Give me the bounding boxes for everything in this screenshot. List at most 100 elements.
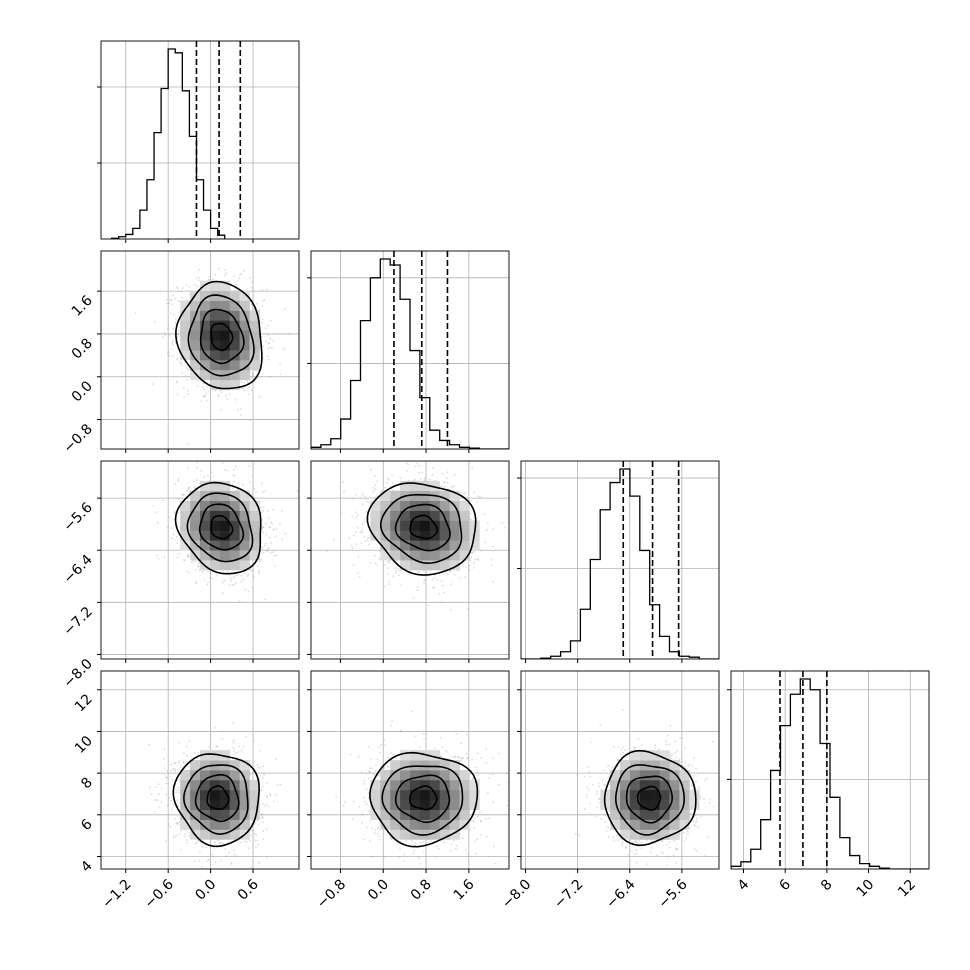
y-tick-label: 4 <box>78 858 96 876</box>
scatter-point <box>627 853 629 856</box>
scatter-point <box>428 478 431 481</box>
scatter-point <box>266 549 269 552</box>
scatter-point <box>692 756 695 759</box>
density-cell <box>229 300 240 311</box>
scatter-point <box>646 863 649 866</box>
contour-3 <box>172 753 260 848</box>
scatter-point <box>366 803 368 805</box>
scatter-point <box>172 344 175 347</box>
scatter-point <box>635 849 637 852</box>
scatter-point <box>335 795 338 798</box>
scatter-point <box>187 443 190 445</box>
scatter-point <box>203 579 206 582</box>
density-cell <box>629 770 641 781</box>
y-tick-label: −7.2 <box>60 604 95 639</box>
scatter-point <box>163 556 166 559</box>
scatter-point <box>233 468 235 471</box>
scatter-point <box>262 838 265 841</box>
scatter-point <box>603 784 605 786</box>
density-cell <box>249 510 260 521</box>
scatter-point <box>621 842 624 845</box>
density-cell <box>390 789 401 801</box>
scatter-point <box>352 534 355 537</box>
scatter-point <box>667 734 669 737</box>
scatter-point <box>612 839 615 841</box>
scatter-point <box>510 528 512 530</box>
scatter-point <box>243 269 246 272</box>
scatter-point <box>188 556 191 558</box>
density-cell <box>219 809 231 820</box>
scatter-point <box>266 288 268 291</box>
density-cell <box>380 490 391 501</box>
scatter-point <box>165 298 168 301</box>
scatter-point <box>422 850 425 853</box>
density-cell <box>209 379 221 390</box>
scatter-point <box>364 520 366 523</box>
density-cell <box>190 300 201 311</box>
scatter-point <box>265 828 268 831</box>
scatter-point <box>271 347 273 350</box>
scatter-point <box>387 561 390 563</box>
scatter-point <box>218 394 220 396</box>
scatter-point <box>239 273 242 276</box>
scatter-point <box>238 877 240 879</box>
scatter-point <box>249 763 252 765</box>
scatter-point <box>270 319 272 322</box>
scatter-point <box>380 743 383 746</box>
scatter-point <box>694 825 697 827</box>
density-cell <box>410 789 421 801</box>
density-cell <box>679 819 690 830</box>
scatter-point <box>237 751 240 754</box>
density-cell <box>429 510 441 521</box>
scatter-point <box>261 815 264 818</box>
scatter-point <box>487 522 489 524</box>
contours <box>366 482 477 576</box>
scatter-point <box>202 382 205 385</box>
density-cell <box>229 330 240 341</box>
scatter-point <box>670 757 673 760</box>
scatter-point <box>262 491 265 493</box>
scatter-point <box>170 527 173 530</box>
scatter-point <box>214 861 217 863</box>
scatter-point <box>267 355 269 358</box>
scatter-point <box>152 383 154 385</box>
density-cell <box>449 530 460 541</box>
scatter-point <box>261 526 264 528</box>
density-cell <box>449 510 460 521</box>
y-tick-label: 1.6 <box>69 293 96 320</box>
panel-frame <box>100 670 300 870</box>
y-tick-label: −5.6 <box>60 500 95 535</box>
density-cell <box>249 330 260 341</box>
scatter-point <box>172 340 175 342</box>
scatter-point <box>446 477 448 480</box>
contours <box>369 751 479 848</box>
density-cell <box>390 530 401 541</box>
scatter-point <box>480 820 482 822</box>
density-cell <box>229 379 240 390</box>
scatter-point <box>636 852 638 854</box>
scatter-point <box>178 833 181 836</box>
scatter-point <box>418 570 421 573</box>
scatter-point <box>157 557 160 560</box>
scatter-point <box>645 839 648 842</box>
density-cell <box>679 770 690 781</box>
scatter-point <box>479 496 481 498</box>
density-cell <box>400 500 411 511</box>
scatter-point <box>630 850 633 852</box>
scatter-point <box>164 334 167 337</box>
scatter-point <box>484 818 487 820</box>
scatter-point <box>325 550 328 552</box>
scatter-point <box>251 587 254 589</box>
scatter-point <box>228 851 230 854</box>
scatter-point <box>177 329 180 332</box>
scatter-point <box>676 848 679 850</box>
scatter-point <box>683 765 686 768</box>
scatter-point <box>262 506 265 509</box>
scatter-point <box>262 526 265 529</box>
scatter-point <box>372 773 375 775</box>
density-cell <box>200 320 211 331</box>
density-cell <box>429 809 441 820</box>
density-cell <box>229 540 240 551</box>
scatter-point <box>703 854 706 857</box>
density-cell <box>659 779 670 791</box>
